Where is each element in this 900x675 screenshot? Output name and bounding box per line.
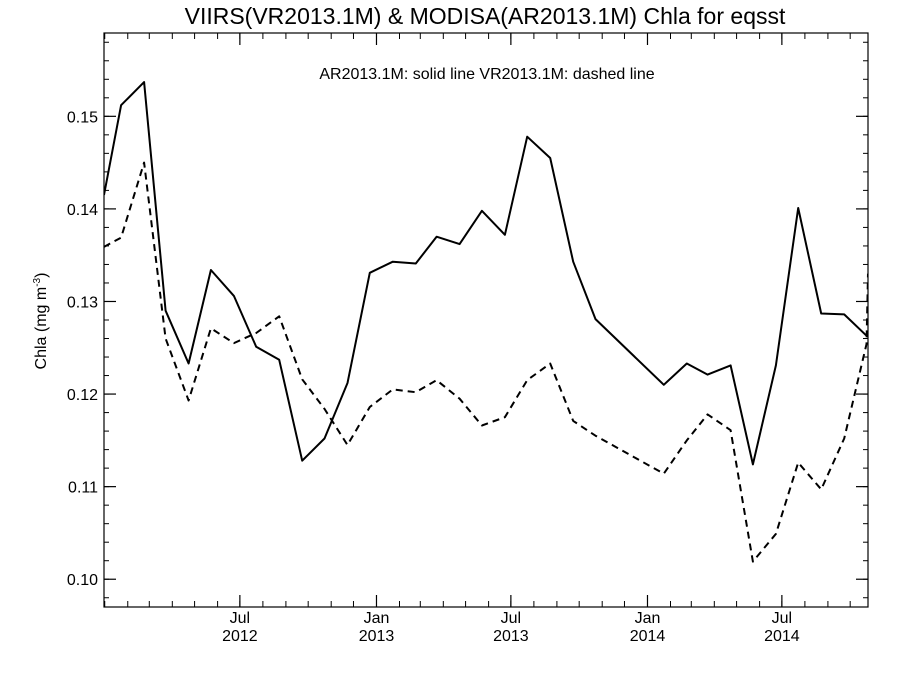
x-tick-label-month: Jan [364, 610, 390, 627]
minor-ticks [104, 33, 868, 607]
x-tick-label-year: 2013 [359, 628, 395, 645]
major-ticks [104, 33, 868, 607]
y-axis-label-sup: -3 [32, 277, 43, 286]
x-tick-label-year: 2014 [630, 628, 666, 645]
x-tick-label-year: 2013 [493, 628, 529, 645]
line-style-legend: AR2013.1M: solid line VR2013.1M: dashed … [319, 66, 654, 83]
x-tick-label-month: Jul [772, 610, 792, 627]
y-tick-label: 0.12 [67, 387, 98, 404]
plot-frame [103, 32, 869, 608]
series-group [104, 81, 868, 563]
chart-title: VIIRS(VR2013.1M) & MODISA(AR2013.1M) Chl… [185, 3, 786, 29]
y-tick-labels: 0.10 0.11 0.12 0.13 0.14 0.15 [67, 109, 98, 589]
y-axis-label-tail: ) [33, 273, 50, 278]
series-line-solid [104, 81, 868, 466]
y-tick-label: 0.14 [67, 202, 98, 219]
y-tick-label: 0.15 [67, 109, 98, 126]
x-tick-label-year: 2012 [222, 628, 258, 645]
x-tick-label-month: Jan [635, 610, 661, 627]
series-line-dashed [104, 161, 868, 563]
x-tick-label-month: Jul [230, 610, 250, 627]
y-tick-label: 0.11 [68, 480, 98, 497]
x-tick-label-year: 2014 [764, 628, 800, 645]
x-tick-label-month: Jul [501, 610, 521, 627]
y-axis-label: Chla (mg m-3) [32, 273, 50, 370]
y-tick-label: 0.10 [67, 572, 98, 589]
y-tick-label: 0.13 [67, 294, 98, 311]
y-axis-label-main: Chla (mg m [33, 287, 50, 370]
